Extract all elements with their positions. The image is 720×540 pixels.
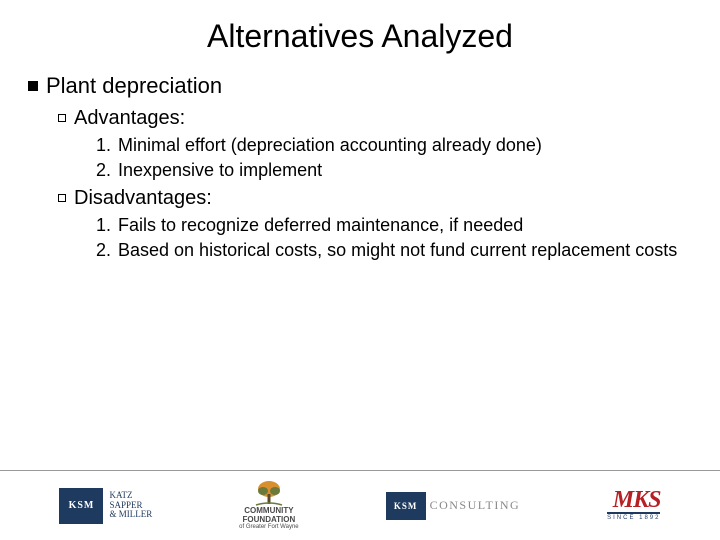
square-bullet-icon [28,81,38,91]
list-item: Based on historical costs, so might not … [96,239,690,262]
hollow-square-bullet-icon [58,114,66,122]
mks-bar [607,512,660,514]
bullet-level2-advantages: Advantages: [58,107,690,130]
advantages-heading: Advantages: [74,107,185,129]
mks-logo: MKS SINCE 1892 [607,490,660,522]
disadvantages-heading: Disadvantages: [74,187,212,209]
mks-main: MKS [613,490,661,512]
list-item: Inexpensive to implement [96,159,690,182]
list-item: Fails to recognize deferred maintenance,… [96,214,690,237]
ksm-consult-text: CONSULTING [430,498,521,513]
mks-sub: SINCE 1892 [607,515,660,521]
bullet-level1: Plant depreciation [28,73,690,99]
ksm-block: KSM [59,488,103,524]
lvl1-text: Plant depreciation [46,73,222,98]
tree-icon [254,480,284,506]
ksm-consulting-logo: KSM CONSULTING [386,492,521,520]
content-area: Plant depreciation Advantages: Minimal e… [0,73,720,267]
ksm-consult-block: KSM [386,492,426,520]
footer-logos: KSM KATZ SAPPER & MILLER COMMUNITY FOUND… [0,470,720,540]
community-foundation-logo: COMMUNITY FOUNDATION of Greater Fort Way… [239,480,298,530]
disadvantages-list: Fails to recognize deferred maintenance,… [96,214,690,261]
advantages-list: Minimal effort (depreciation accounting … [96,134,690,181]
hollow-square-bullet-icon [58,194,66,202]
ksm-logo: KSM KATZ SAPPER & MILLER [59,488,152,524]
cf-line: of Greater Fort Wayne [239,524,298,530]
ksm-line: & MILLER [109,510,152,520]
page-title: Alternatives Analyzed [0,18,720,55]
slide: Alternatives Analyzed Plant depreciation… [0,0,720,540]
list-item: Minimal effort (depreciation accounting … [96,134,690,157]
cf-line: FOUNDATION [239,516,298,524]
cf-name: COMMUNITY FOUNDATION of Greater Fort Way… [239,507,298,530]
ksm-name: KATZ SAPPER & MILLER [109,491,152,521]
bullet-level2-disadvantages: Disadvantages: [58,187,690,210]
